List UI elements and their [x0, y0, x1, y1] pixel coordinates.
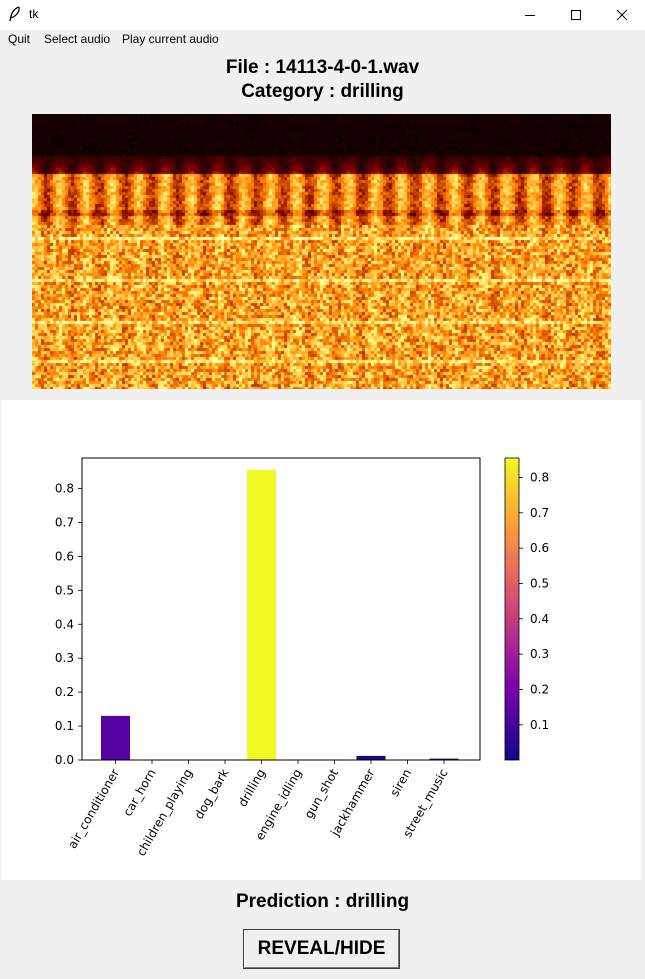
colorbar-tick-label: 0.7	[530, 506, 549, 520]
menu-select-audio[interactable]: Select audio	[44, 32, 111, 46]
y-tick-label: 0.0	[55, 753, 74, 767]
y-tick-label: 0.4	[55, 617, 74, 631]
menu-bar: Quit Select audio Play current audio	[0, 30, 645, 48]
colorbar-tick-label: 0.2	[530, 682, 549, 696]
colorbar-tick-label: 0.4	[530, 612, 549, 626]
y-tick-label: 0.6	[55, 549, 74, 563]
y-tick-label: 0.1	[55, 719, 74, 733]
y-tick-label: 0.5	[55, 583, 74, 597]
colorbar	[504, 457, 520, 761]
maximize-icon	[571, 10, 581, 20]
bar-jackhammer	[356, 755, 386, 760]
file-title: File : 14113-4-0-1.wav	[225, 57, 420, 78]
minimize-button[interactable]	[507, 0, 553, 30]
bar-street_music	[429, 758, 459, 760]
colorbar-tick-label: 0.5	[530, 576, 549, 590]
prediction-chart-panel: 0.0 0.1 0.2 0.3 0.4 0.5 0.6 0.7 0.8 air_conditio…	[1, 400, 641, 880]
maximize-button[interactable]	[553, 0, 599, 30]
category-title: Category : drilling	[241, 81, 404, 102]
x-tick-label: gun_shot	[302, 766, 342, 821]
x-tick-label: car_horn	[120, 767, 158, 819]
feather-icon	[9, 6, 20, 22]
y-tick-label: 0.2	[55, 685, 74, 699]
minimize-icon	[525, 15, 535, 16]
close-button[interactable]	[599, 0, 645, 30]
y-tick-label: 0.3	[55, 651, 74, 665]
window-title: tk	[29, 7, 39, 21]
x-tick-label: dog_bark	[192, 766, 232, 821]
y-tick-label: 0.8	[55, 482, 74, 496]
colorbar-tick-label: 0.1	[530, 718, 549, 732]
prediction-bar-chart: 0.0 0.1 0.2 0.3 0.4 0.5 0.6 0.7 0.8 air_conditio…	[55, 457, 549, 858]
reveal-hide-button[interactable]: REVEAL/HIDE	[243, 929, 400, 969]
bar-air_conditioner	[101, 715, 130, 760]
x-tick-label: air_conditioner	[65, 766, 122, 850]
x-tick-label: drilling	[235, 767, 268, 810]
menu-play-current-audio[interactable]: Play current audio	[122, 32, 219, 46]
x-tick-label: siren	[387, 767, 414, 799]
y-tick-label: 0.7	[55, 515, 74, 529]
spectrogram-image	[32, 114, 611, 389]
title-bar: tk	[0, 0, 645, 30]
close-icon	[616, 9, 628, 21]
menu-quit[interactable]: Quit	[8, 32, 31, 46]
bar-drilling	[247, 469, 276, 760]
plot-frame	[81, 457, 481, 761]
colorbar-tick-label: 0.6	[530, 541, 549, 555]
prediction-label: Prediction : drilling	[235, 891, 410, 912]
colorbar-tick-label: 0.8	[530, 470, 549, 484]
colorbar-tick-label: 0.3	[530, 647, 549, 661]
